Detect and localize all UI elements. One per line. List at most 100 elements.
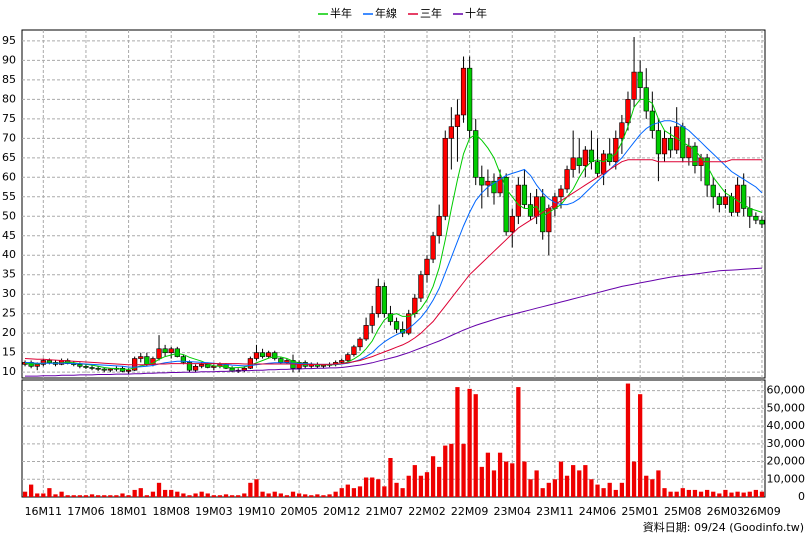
volume-bar xyxy=(138,488,143,497)
candle-body xyxy=(600,153,607,174)
candle-body xyxy=(558,188,564,198)
volume-bar xyxy=(510,463,515,497)
volume-bar xyxy=(631,461,637,497)
candle-body xyxy=(89,367,95,369)
volume-bar xyxy=(485,452,491,497)
candle-body xyxy=(144,356,150,365)
volume-bar xyxy=(169,489,174,497)
candle-body xyxy=(272,352,278,359)
candle-body xyxy=(125,369,132,372)
volume-bar xyxy=(504,461,509,497)
volume-bar xyxy=(357,486,363,497)
volume-bar xyxy=(680,488,685,497)
volume-bar xyxy=(516,387,521,497)
volume-bar xyxy=(22,491,28,497)
candle-body xyxy=(266,352,272,357)
candle-body xyxy=(320,364,327,367)
candle-body xyxy=(479,177,485,186)
candle-body xyxy=(637,71,643,88)
volume-bar xyxy=(583,465,588,497)
volume-bar xyxy=(114,495,119,497)
volume-bar xyxy=(162,489,168,497)
candle-body xyxy=(509,215,515,233)
volume-bar xyxy=(193,493,198,497)
volume-bar xyxy=(650,479,655,497)
volume-bar xyxy=(327,494,332,497)
volume-bar xyxy=(674,491,679,497)
volume-tick-label: 40,000 xyxy=(767,419,806,432)
candle-body xyxy=(503,177,509,233)
volume-bar xyxy=(254,479,259,497)
volume-bar xyxy=(534,470,539,497)
volume-bar xyxy=(528,479,533,497)
candle-body xyxy=(430,235,436,260)
volume-bar xyxy=(156,482,162,497)
y-tick-label: 95 xyxy=(2,34,16,47)
x-tick-label: 25M01 xyxy=(621,505,659,518)
volume-bar xyxy=(668,491,673,497)
volume-bar xyxy=(625,383,631,497)
candle-body xyxy=(101,368,107,371)
volume-bar xyxy=(321,495,326,497)
candle-body xyxy=(722,196,729,205)
volume-bar xyxy=(589,479,594,497)
volume-bar xyxy=(309,495,314,497)
candle-body xyxy=(174,348,180,357)
candle-body xyxy=(241,367,247,371)
volume-bar xyxy=(729,492,734,497)
candle-body xyxy=(156,348,162,359)
candle-body xyxy=(162,348,168,353)
volume-bar xyxy=(242,493,247,497)
y-tick-label: 35 xyxy=(2,268,16,281)
volume-bar xyxy=(741,492,746,497)
x-tick-label: 24M06 xyxy=(579,505,617,518)
y-tick-label: 75 xyxy=(2,112,16,125)
volume-bar xyxy=(77,495,82,497)
volume-bar xyxy=(333,491,338,497)
volume-bar xyxy=(558,461,564,497)
volume-bar xyxy=(382,486,387,497)
volume-bar xyxy=(272,491,277,497)
candle-body xyxy=(199,364,205,367)
candle-body xyxy=(527,204,534,217)
candle-body xyxy=(168,348,174,353)
candle-body xyxy=(357,338,363,348)
candle-body xyxy=(741,184,747,209)
source-note: 資料日期: 09/24 (Goodinfo.tw) xyxy=(643,520,804,534)
candle-body xyxy=(594,161,601,174)
candle-body xyxy=(576,157,582,166)
candle-body xyxy=(442,138,448,217)
candle-body xyxy=(485,180,491,186)
x-tick-label: 23M11 xyxy=(536,505,574,518)
price-panel xyxy=(21,29,766,379)
candle-body xyxy=(467,67,473,131)
y-tick-label: 10 xyxy=(2,365,16,378)
candle-body xyxy=(259,352,266,357)
volume-tick-label: 0 xyxy=(798,490,805,503)
volume-bar xyxy=(71,495,76,497)
candle-body xyxy=(351,346,357,355)
volume-bar xyxy=(662,488,667,497)
candle-body xyxy=(734,184,741,213)
volume-bar xyxy=(290,491,296,497)
volume-bar xyxy=(35,493,40,497)
y-tick-label: 20 xyxy=(2,326,16,339)
y-tick-label: 40 xyxy=(2,248,16,261)
candle-body xyxy=(716,196,722,205)
volume-bar xyxy=(217,495,223,497)
candle-body xyxy=(704,157,710,186)
volume-bar xyxy=(120,493,125,497)
ma-line xyxy=(25,267,763,377)
y-tick-label: 30 xyxy=(2,287,16,300)
x-tick-label: 18M01 xyxy=(110,505,148,518)
volume-bar xyxy=(65,495,70,497)
volume-bar xyxy=(339,488,344,497)
volume-bar xyxy=(747,491,752,497)
y-tick-label: 70 xyxy=(2,131,16,144)
x-tick-label: 26M09 xyxy=(743,505,781,518)
volume-bar xyxy=(95,495,101,497)
ma-line xyxy=(24,120,763,368)
candle-body xyxy=(46,360,53,363)
volume-bar xyxy=(296,493,302,497)
y-tick-label: 60 xyxy=(2,170,16,183)
